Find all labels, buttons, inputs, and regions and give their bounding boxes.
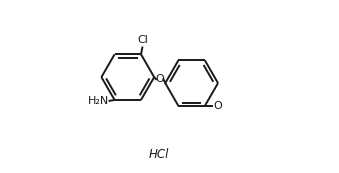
Text: H₂N: H₂N xyxy=(87,96,108,106)
Text: O: O xyxy=(213,101,222,111)
Text: O: O xyxy=(155,74,164,84)
Text: Cl: Cl xyxy=(137,35,148,45)
Text: HCl: HCl xyxy=(149,148,170,161)
